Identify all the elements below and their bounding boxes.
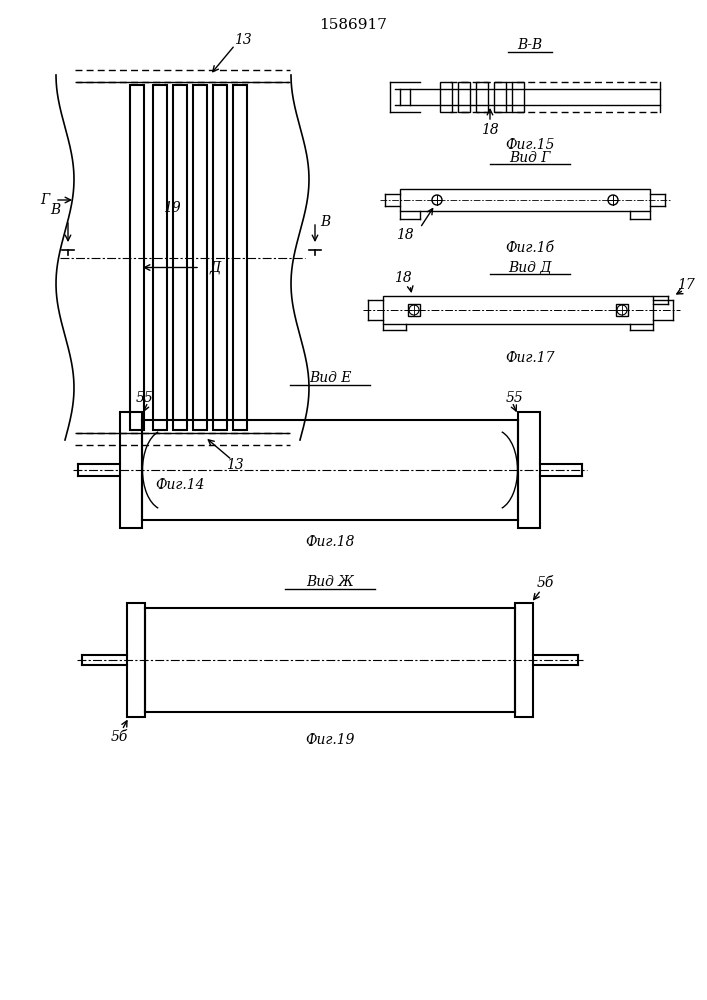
Bar [173, 85, 187, 430]
Bar [383, 296, 653, 324]
Bar [130, 85, 144, 430]
Bar [518, 412, 540, 528]
Bar [193, 85, 207, 430]
Text: 13: 13 [226, 458, 244, 472]
Text: Фиг.19: Фиг.19 [305, 733, 355, 747]
Text: Д: Д [209, 260, 221, 274]
Text: 55: 55 [506, 391, 524, 405]
Text: Фиг.14: Фиг.14 [156, 478, 205, 492]
Bar [153, 85, 167, 430]
Text: 13: 13 [234, 33, 252, 47]
Text: 18: 18 [396, 228, 414, 242]
Text: Г: Г [40, 193, 49, 207]
Text: 18: 18 [394, 271, 412, 285]
Text: Вид Д: Вид Д [508, 261, 551, 275]
Bar [400, 189, 650, 211]
Bar [476, 82, 488, 112]
Text: 5б: 5б [537, 576, 554, 590]
Text: 1586917: 1586917 [319, 18, 387, 32]
Bar [616, 304, 628, 316]
Bar [408, 304, 420, 316]
Bar [233, 85, 247, 430]
Text: 18: 18 [481, 123, 499, 137]
Text: Вид Е: Вид Е [309, 371, 351, 385]
Text: 17: 17 [677, 278, 695, 292]
Text: Фиг.18: Фиг.18 [305, 535, 355, 549]
Bar [440, 82, 452, 112]
Text: Фиг.17: Фиг.17 [506, 351, 555, 365]
Text: 55: 55 [136, 391, 154, 405]
Text: В: В [320, 215, 330, 229]
Bar [494, 82, 506, 112]
Bar [515, 603, 533, 717]
Text: Вид Г: Вид Г [509, 151, 551, 165]
Text: Вид Ж: Вид Ж [306, 575, 354, 589]
Text: Фиг.15: Фиг.15 [506, 138, 555, 152]
Bar [127, 603, 145, 717]
Text: 19: 19 [163, 200, 181, 215]
Bar [120, 412, 142, 528]
Text: В-В: В-В [518, 38, 543, 52]
Bar [458, 82, 470, 112]
Text: Фиг.1б: Фиг.1б [506, 241, 554, 255]
Text: 5б: 5б [110, 730, 128, 744]
Bar [213, 85, 227, 430]
Text: В: В [50, 203, 60, 217]
Bar [512, 82, 524, 112]
